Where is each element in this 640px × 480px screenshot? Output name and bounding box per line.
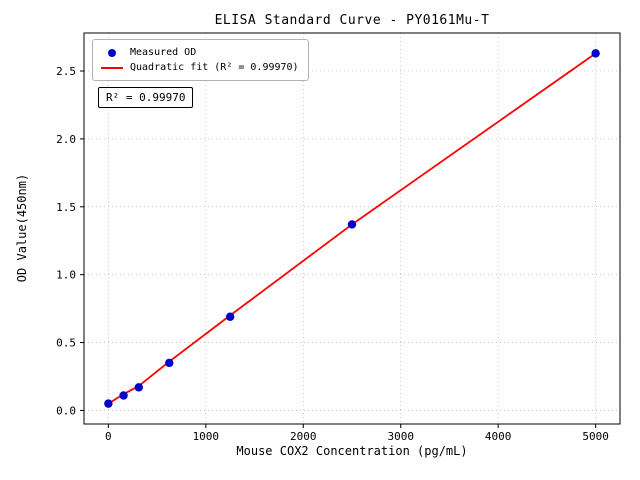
- legend-label-quadratic-fit: Quadratic fit (R² = 0.99970): [130, 62, 299, 73]
- svg-text:2.0: 2.0: [56, 133, 76, 146]
- svg-text:0: 0: [105, 430, 112, 443]
- svg-text:1.0: 1.0: [56, 269, 76, 282]
- svg-text:4000: 4000: [485, 430, 512, 443]
- svg-text:2000: 2000: [290, 430, 317, 443]
- svg-text:0.0: 0.0: [56, 404, 76, 417]
- r-squared-annotation: R² = 0.99970: [98, 87, 194, 108]
- svg-text:1000: 1000: [193, 430, 220, 443]
- y-axis-label: OD Value(450nm): [15, 173, 29, 283]
- svg-text:5000: 5000: [582, 430, 609, 443]
- chart-title: ELISA Standard Curve - PY0161Mu-T: [214, 13, 490, 28]
- fit-line-marker-icon: [100, 66, 124, 69]
- x-axis-label: Mouse COX2 Concentration (pg/mL): [236, 444, 468, 458]
- legend-item-quadratic-fit: Quadratic fit (R² = 0.99970): [100, 60, 299, 75]
- svg-text:3000: 3000: [387, 430, 414, 443]
- legend: Measured OD Quadratic fit (R² = 0.99970): [92, 39, 309, 81]
- svg-text:0.5: 0.5: [56, 337, 76, 350]
- scatter-marker-icon: [100, 48, 124, 57]
- svg-text:1.5: 1.5: [56, 201, 76, 214]
- legend-label-measured-od: Measured OD: [130, 47, 197, 58]
- legend-item-measured-od: Measured OD: [100, 45, 299, 60]
- svg-text:2.5: 2.5: [56, 65, 76, 78]
